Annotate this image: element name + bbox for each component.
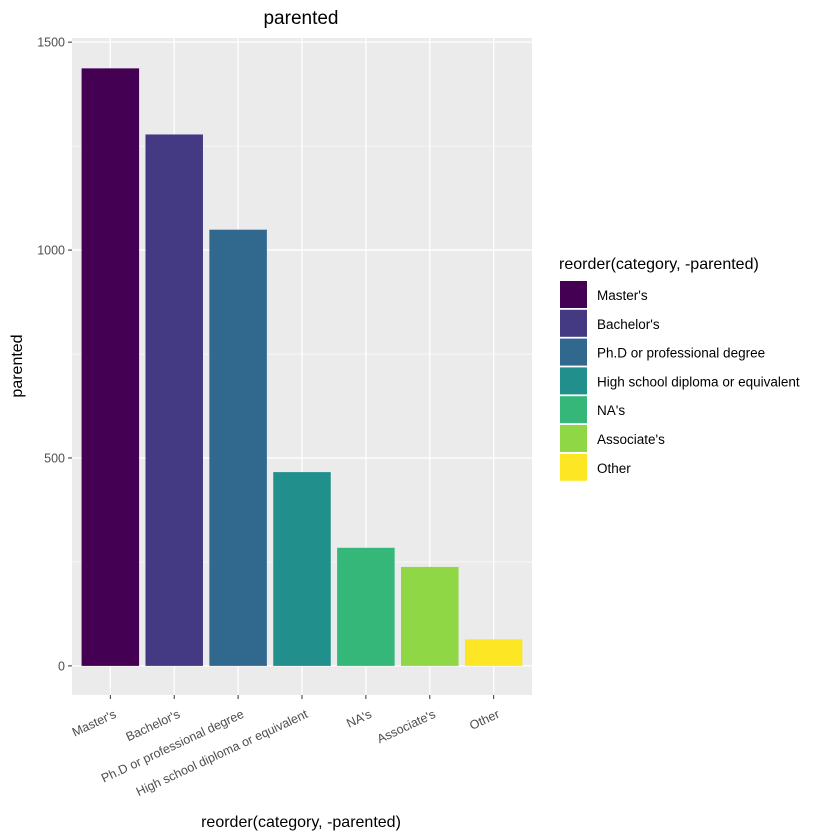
y-axis: 0 500 1000 1500 [37,36,72,673]
x-axis: Master's Bachelor'sPh.D or professional d… [70,695,502,799]
bar [81,68,140,666]
x-axis-title: reorder(category, -parented) [201,814,401,831]
legend-swatch [560,453,587,481]
legend-label: Other [597,461,631,476]
bar [337,547,395,666]
bar [464,639,523,666]
x-tick-label: Master's [70,707,118,739]
chart-title: parented [263,8,338,29]
bar [401,566,459,666]
x-tick-label: Associate's [375,707,438,746]
legend-swatch [560,309,587,337]
y-tick-label: 1000 [37,244,65,258]
legend-label: High school diploma or equivalent [597,374,800,389]
bar [209,229,267,666]
legend-swatch [560,396,587,424]
y-tick-label: 500 [44,451,65,465]
legend-title: reorder(category, -parented) [559,256,759,273]
bar [145,134,203,666]
legend-swatch [560,367,587,395]
y-tick-label: 1500 [37,36,65,50]
legend-label: Master's [597,288,648,303]
x-tick-label: NA's [344,707,373,731]
bars [81,68,523,666]
y-axis-title: parented [9,334,26,397]
y-tick-label: 0 [58,659,65,673]
legend-label: Associate's [597,432,665,447]
x-tick-label: Other [467,707,501,733]
legend-swatch [560,281,587,308]
legend: reorder(category, -parented) Master's Bac… [559,256,800,481]
legend-label: Ph.D or professional degree [597,346,765,361]
legend-swatch [560,338,587,366]
legend-label: Bachelor's [597,317,660,332]
bar [273,472,331,666]
legend-swatch [560,425,587,452]
legend-label: NA's [597,403,625,418]
